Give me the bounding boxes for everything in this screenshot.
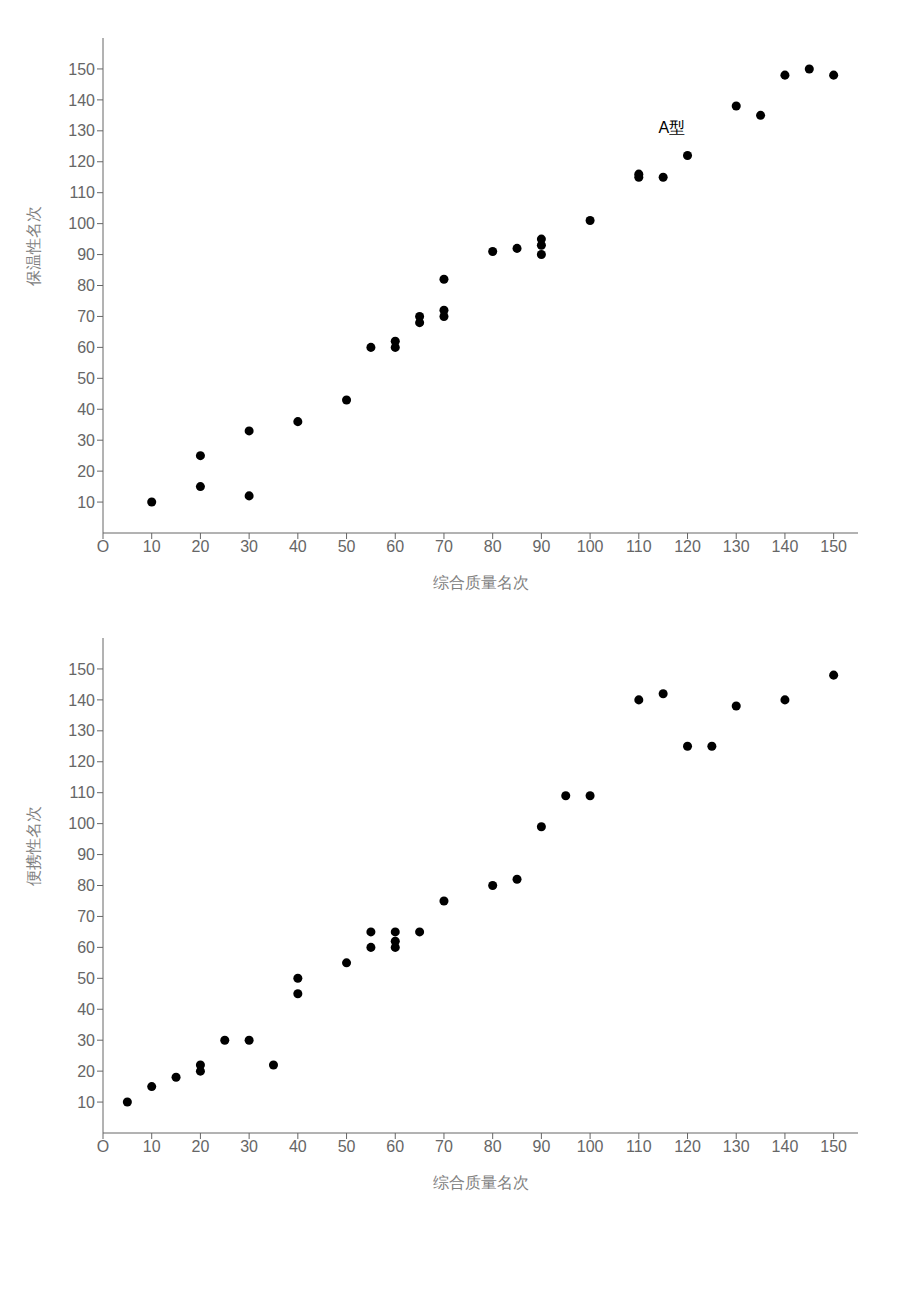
svg-text:40: 40 [77, 401, 95, 418]
svg-text:20: 20 [192, 538, 210, 555]
svg-text:100: 100 [577, 1138, 604, 1155]
svg-text:O: O [97, 1138, 109, 1155]
svg-text:70: 70 [435, 538, 453, 555]
svg-text:120: 120 [68, 153, 95, 170]
svg-text:70: 70 [435, 1138, 453, 1155]
svg-text:50: 50 [77, 370, 95, 387]
svg-text:20: 20 [192, 1138, 210, 1155]
svg-text:150: 150 [820, 538, 847, 555]
svg-text:80: 80 [77, 877, 95, 894]
svg-text:140: 140 [772, 1138, 799, 1155]
svg-text:40: 40 [77, 1001, 95, 1018]
svg-text:130: 130 [68, 122, 95, 139]
svg-text:80: 80 [77, 277, 95, 294]
svg-text:140: 140 [772, 538, 799, 555]
svg-text:130: 130 [68, 722, 95, 739]
svg-text:10: 10 [143, 538, 161, 555]
svg-text:20: 20 [77, 1063, 95, 1080]
svg-text:70: 70 [77, 308, 95, 325]
svg-text:150: 150 [820, 1138, 847, 1155]
svg-text:60: 60 [386, 538, 404, 555]
svg-text:110: 110 [69, 184, 95, 201]
svg-text:120: 120 [68, 753, 95, 770]
svg-text:110: 110 [626, 1138, 652, 1155]
svg-text:10: 10 [143, 1138, 161, 1155]
svg-text:90: 90 [532, 1138, 550, 1155]
svg-text:130: 130 [723, 1138, 750, 1155]
svg-text:70: 70 [77, 908, 95, 925]
svg-text:30: 30 [240, 1138, 258, 1155]
svg-text:综合质量名次: 综合质量名次 [433, 1174, 529, 1191]
svg-text:50: 50 [338, 1138, 356, 1155]
svg-text:100: 100 [68, 815, 95, 832]
svg-text:60: 60 [77, 939, 95, 956]
svg-text:50: 50 [77, 970, 95, 987]
svg-text:60: 60 [77, 339, 95, 356]
svg-text:30: 30 [77, 1032, 95, 1049]
svg-text:90: 90 [77, 846, 95, 863]
svg-text:140: 140 [68, 692, 95, 709]
svg-text:O: O [97, 538, 109, 555]
svg-text:150: 150 [68, 661, 95, 678]
svg-text:便携性名次: 便携性名次 [25, 806, 42, 886]
svg-text:110: 110 [69, 784, 95, 801]
svg-text:80: 80 [484, 1138, 502, 1155]
svg-text:90: 90 [77, 246, 95, 263]
svg-text:20: 20 [77, 463, 95, 480]
svg-text:60: 60 [386, 1138, 404, 1155]
svg-text:100: 100 [68, 215, 95, 232]
svg-text:40: 40 [289, 538, 307, 555]
svg-text:110: 110 [626, 538, 652, 555]
svg-text:30: 30 [240, 538, 258, 555]
svg-text:120: 120 [674, 538, 701, 555]
svg-text:综合质量名次: 综合质量名次 [433, 574, 529, 591]
svg-text:90: 90 [532, 538, 550, 555]
svg-text:保温性名次: 保温性名次 [25, 206, 42, 286]
svg-text:10: 10 [77, 1094, 95, 1111]
svg-text:40: 40 [289, 1138, 307, 1155]
svg-text:130: 130 [723, 538, 750, 555]
svg-text:80: 80 [484, 538, 502, 555]
svg-text:30: 30 [77, 432, 95, 449]
svg-text:100: 100 [577, 538, 604, 555]
svg-text:120: 120 [674, 1138, 701, 1155]
svg-text:150: 150 [68, 61, 95, 78]
svg-text:140: 140 [68, 92, 95, 109]
svg-text:A型: A型 [658, 119, 685, 136]
svg-text:50: 50 [338, 538, 356, 555]
svg-text:10: 10 [77, 494, 95, 511]
